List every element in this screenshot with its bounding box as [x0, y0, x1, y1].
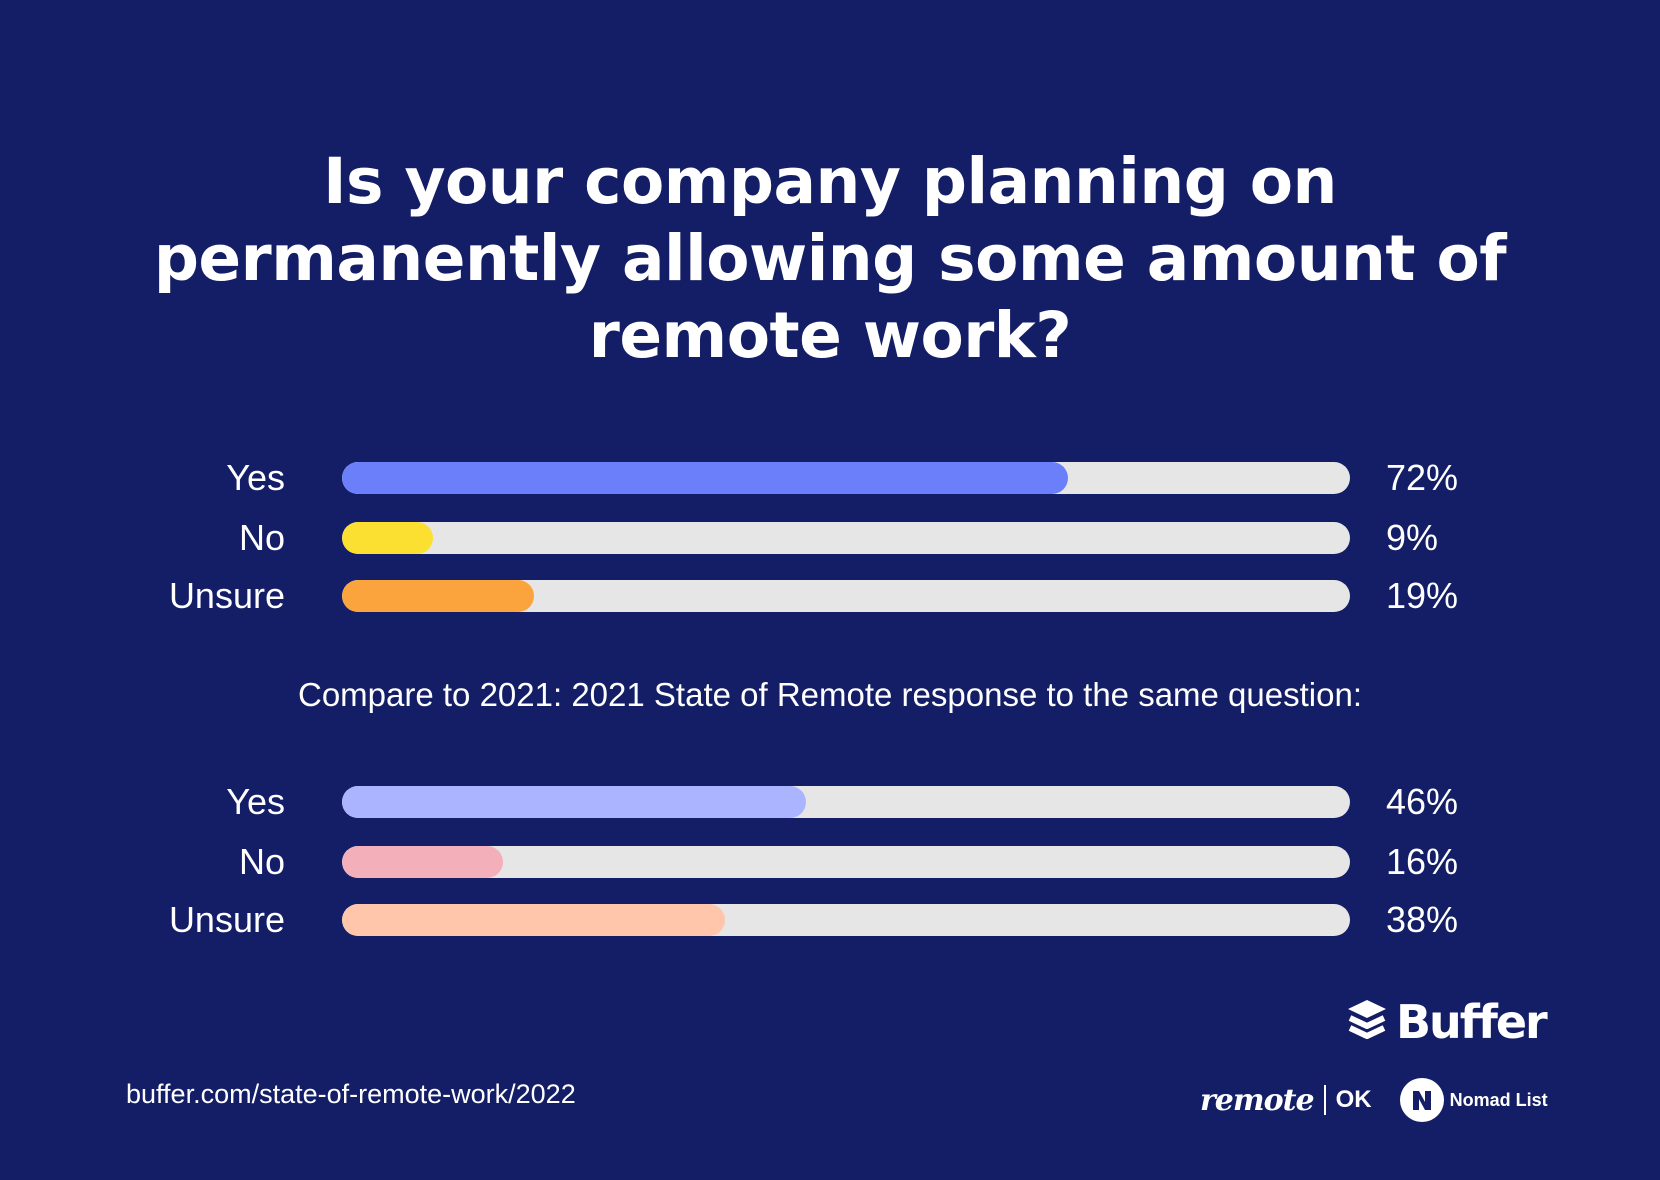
bar-value-label: 16%: [1386, 841, 1459, 882]
partner-logos: remote OK Nomad List: [1200, 1078, 1548, 1122]
bar-value-label: 46%: [1386, 781, 1459, 822]
ok-wordmark: OK: [1335, 1086, 1372, 1113]
remote-ok-wordmark: remote: [1200, 1082, 1315, 1118]
bar-track: [342, 462, 1350, 494]
bar-fill: [342, 846, 504, 878]
logo-divider: [1323, 1085, 1326, 1115]
nomad-list-n-icon: [1399, 1078, 1444, 1122]
bar-value-label: 9%: [1386, 517, 1439, 558]
bar-track: [342, 786, 1350, 818]
bar-row-unsure: Unsure 19%: [0, 576, 1660, 616]
buffer-wordmark: Buffer: [1396, 995, 1548, 1049]
nomad-list-wordmark: Nomad List: [1449, 1089, 1548, 1110]
bar-row-yes: Yes 46%: [0, 782, 1660, 822]
bar-fill: [342, 522, 433, 554]
bar-value-label: 19%: [1386, 575, 1459, 616]
bar-track: [342, 522, 1350, 554]
buffer-stack-icon: [1348, 1000, 1386, 1039]
source-url: buffer.com/state-of-remote-work/2022: [126, 1079, 576, 1109]
bar-category-label: No: [238, 517, 285, 558]
bar-track: [342, 904, 1350, 936]
chart-title: Is your company planning on permanently …: [153, 145, 1507, 372]
bar-fill: [342, 786, 806, 818]
bar-category-label: No: [238, 841, 285, 882]
bar-category-label: Unsure: [168, 575, 285, 616]
bar-row-no: No 9%: [0, 518, 1660, 558]
bar-fill: [342, 904, 726, 936]
bar-fill: [342, 462, 1068, 494]
comparison-subtitle: Compare to 2021: 2021 State of Remote re…: [298, 676, 1362, 713]
bar-row-no: No 16%: [0, 842, 1660, 882]
bar-value-label: 72%: [1386, 457, 1459, 498]
bar-category-label: Yes: [226, 457, 285, 498]
bar-value-label: 38%: [1386, 899, 1459, 940]
bar-category-label: Yes: [226, 781, 285, 822]
bar-track: [342, 580, 1350, 612]
bar-category-label: Unsure: [168, 899, 285, 940]
buffer-logo: Buffer: [1346, 995, 1548, 1049]
bar-row-yes: Yes 72%: [0, 458, 1660, 498]
bar-fill: [342, 580, 534, 612]
bar-row-unsure: Unsure 38%: [0, 900, 1660, 940]
bar-track: [342, 846, 1350, 878]
